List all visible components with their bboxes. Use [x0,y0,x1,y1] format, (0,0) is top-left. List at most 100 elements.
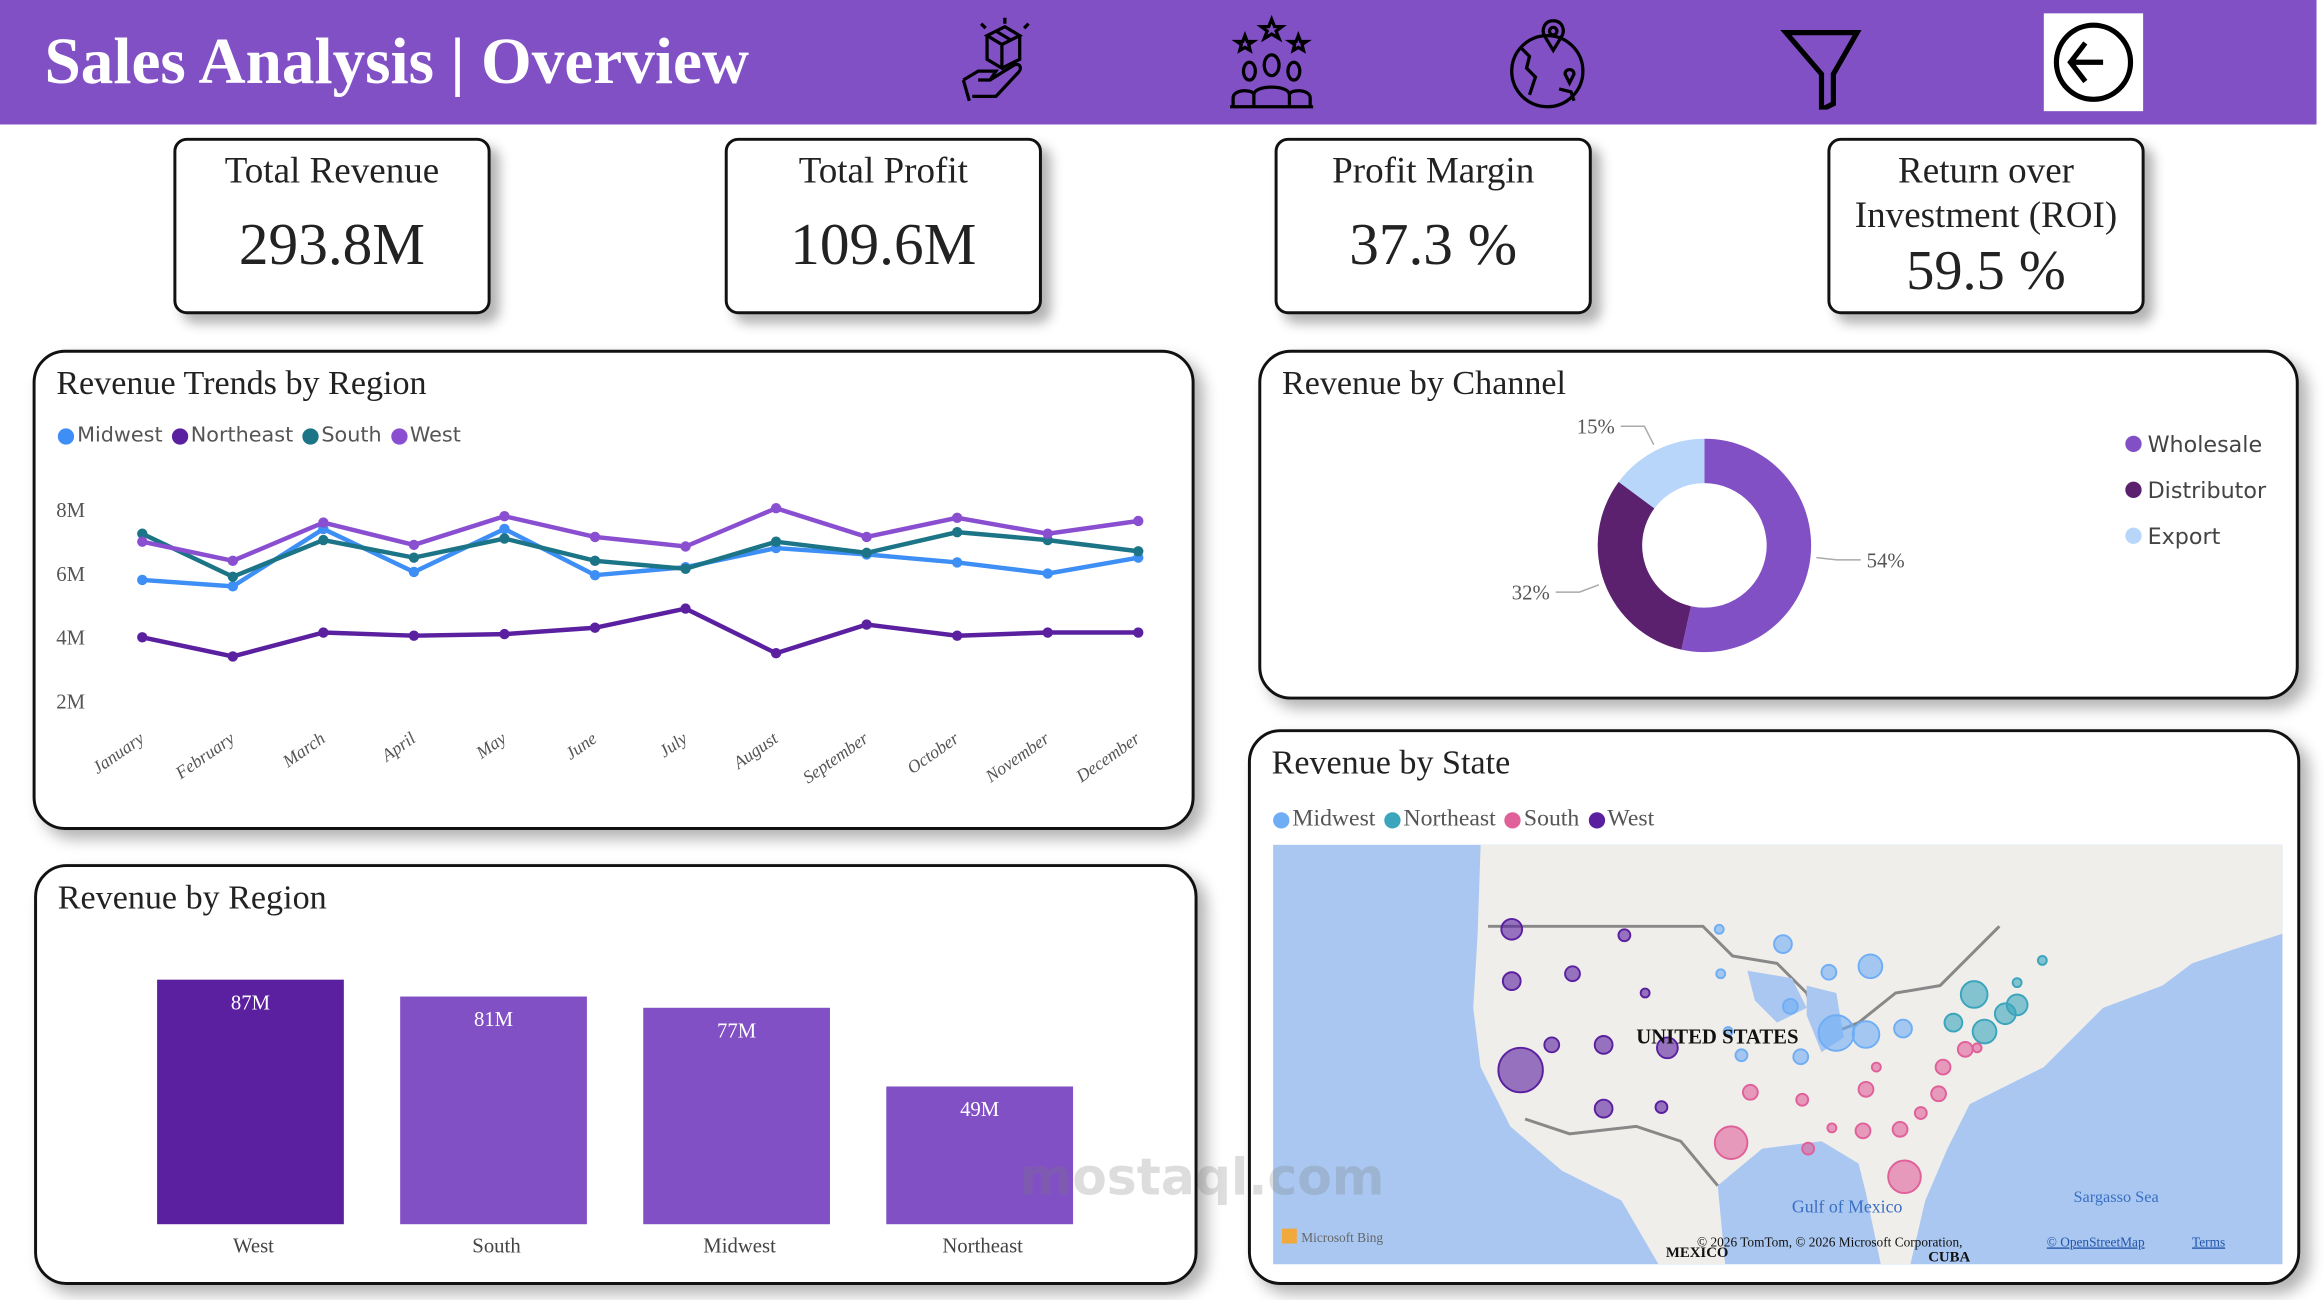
data-point[interactable] [227,651,239,662]
data-point[interactable] [951,630,963,641]
state-bubble-south[interactable] [1826,1122,1838,1134]
state-bubble-west[interactable] [1654,1100,1669,1115]
state-bubble-midwest[interactable] [1857,953,1884,980]
filter-icon[interactable] [1774,15,1869,110]
terms-link[interactable]: Terms [2192,1234,2225,1249]
data-point[interactable] [227,571,239,582]
data-point[interactable] [408,539,420,551]
bar-west[interactable] [157,979,344,1225]
state-bubble-south[interactable] [1930,1085,1947,1103]
data-point[interactable] [861,619,872,630]
state-bubble-midwest[interactable] [1722,1026,1734,1037]
data-point[interactable] [499,628,510,640]
state-bubble-west[interactable] [1501,971,1522,992]
data-point[interactable] [227,581,239,592]
legend-item[interactable]: Northeast [171,424,293,448]
state-bubble-midwest[interactable] [1820,963,1838,981]
data-point[interactable] [589,622,601,633]
data-point[interactable] [770,503,782,514]
data-point[interactable] [1133,627,1144,638]
back-button[interactable] [2043,13,2144,112]
legend-item[interactable]: Export [2125,513,2266,559]
globe-location-icon[interactable] [1500,15,1595,110]
data-point[interactable] [499,511,510,522]
data-point[interactable] [1042,568,1053,579]
data-point[interactable] [589,531,601,543]
state-bubble-south[interactable] [1934,1058,1952,1076]
state-bubble-midwest[interactable] [1893,1018,1913,1039]
state-bubble-south[interactable] [1795,1092,1810,1107]
state-bubble-west[interactable] [1500,917,1524,941]
bar-south[interactable] [400,996,587,1225]
state-bubble-south[interactable] [1857,1080,1875,1098]
product-hand-icon[interactable] [952,15,1047,110]
data-point[interactable] [408,630,420,641]
state-bubble-west[interactable] [1543,1036,1561,1054]
state-bubble-south[interactable] [1741,1083,1759,1101]
data-point[interactable] [408,552,420,563]
data-point[interactable] [137,528,148,539]
state-bubble-west[interactable] [1617,928,1632,943]
legend-item[interactable]: Wholesale [2125,421,2266,467]
data-point[interactable] [408,566,420,578]
state-bubble-south[interactable] [1801,1141,1816,1156]
openstreetmap-link[interactable]: © OpenStreetMap [2047,1234,2145,1249]
data-point[interactable] [861,531,872,543]
data-point[interactable] [861,547,872,559]
legend-item[interactable]: South [1504,806,1579,833]
state-bubble-west[interactable] [1564,965,1581,983]
data-point[interactable] [227,555,239,567]
data-point[interactable] [499,533,510,544]
data-point[interactable] [318,534,329,546]
state-bubble-south[interactable] [1887,1159,1922,1195]
legend-item[interactable]: Northeast [1384,806,1496,833]
donut-slice-export[interactable] [1618,438,1705,509]
state-bubble-midwest[interactable] [1773,934,1793,954]
state-bubble-midwest[interactable] [1817,1014,1856,1052]
data-point[interactable] [137,536,148,547]
state-bubble-south[interactable] [1713,1125,1749,1160]
state-bubble-west[interactable] [1593,1035,1614,1055]
state-bubble-midwest[interactable] [1734,1048,1749,1063]
data-point[interactable] [1133,546,1144,557]
data-point[interactable] [137,632,148,643]
customers-stars-icon[interactable] [1224,14,1319,110]
data-point[interactable] [680,603,691,614]
data-point[interactable] [680,541,691,552]
legend-item[interactable]: Distributor [2125,467,2266,513]
legend-item[interactable]: Midwest [1273,806,1375,833]
data-point[interactable] [589,555,601,567]
data-point[interactable] [770,648,782,659]
state-bubble-northeast[interactable] [2011,977,2023,989]
state-bubble-south[interactable] [1854,1122,1872,1140]
state-bubble-south[interactable] [1870,1061,1882,1073]
state-bubble-northeast[interactable] [1971,1018,1998,1045]
bar-northeast[interactable] [886,1086,1074,1225]
state-bubble-midwest[interactable] [1715,968,1727,980]
state-bubble-northeast[interactable] [1943,1012,1964,1033]
data-point[interactable] [318,517,329,528]
data-point[interactable] [951,526,963,538]
data-point[interactable] [680,563,691,574]
data-point[interactable] [1133,515,1144,527]
state-bubble-northeast[interactable] [2036,954,2048,966]
data-point[interactable] [137,574,148,586]
state-bubble-northeast[interactable] [2005,993,2029,1017]
data-point[interactable] [951,557,963,568]
state-bubble-south[interactable] [1891,1120,1909,1138]
state-bubble-midwest[interactable] [1851,1020,1881,1049]
bar-midwest[interactable] [643,1007,830,1225]
data-point[interactable] [770,536,782,547]
data-point[interactable] [589,569,601,581]
data-point[interactable] [951,512,963,523]
state-bubble-west[interactable] [1497,1046,1544,1094]
state-bubble-west[interactable] [1593,1098,1614,1119]
data-point[interactable] [1042,627,1053,638]
legend-item[interactable]: West [1588,806,1654,833]
state-bubble-south[interactable] [1956,1040,1974,1058]
state-bubble-west[interactable] [1639,987,1651,999]
state-bubble-northeast[interactable] [1959,980,1989,1009]
state-bubble-midwest[interactable] [1782,997,1799,1015]
legend-item[interactable]: West [390,424,461,448]
data-point[interactable] [318,627,329,638]
